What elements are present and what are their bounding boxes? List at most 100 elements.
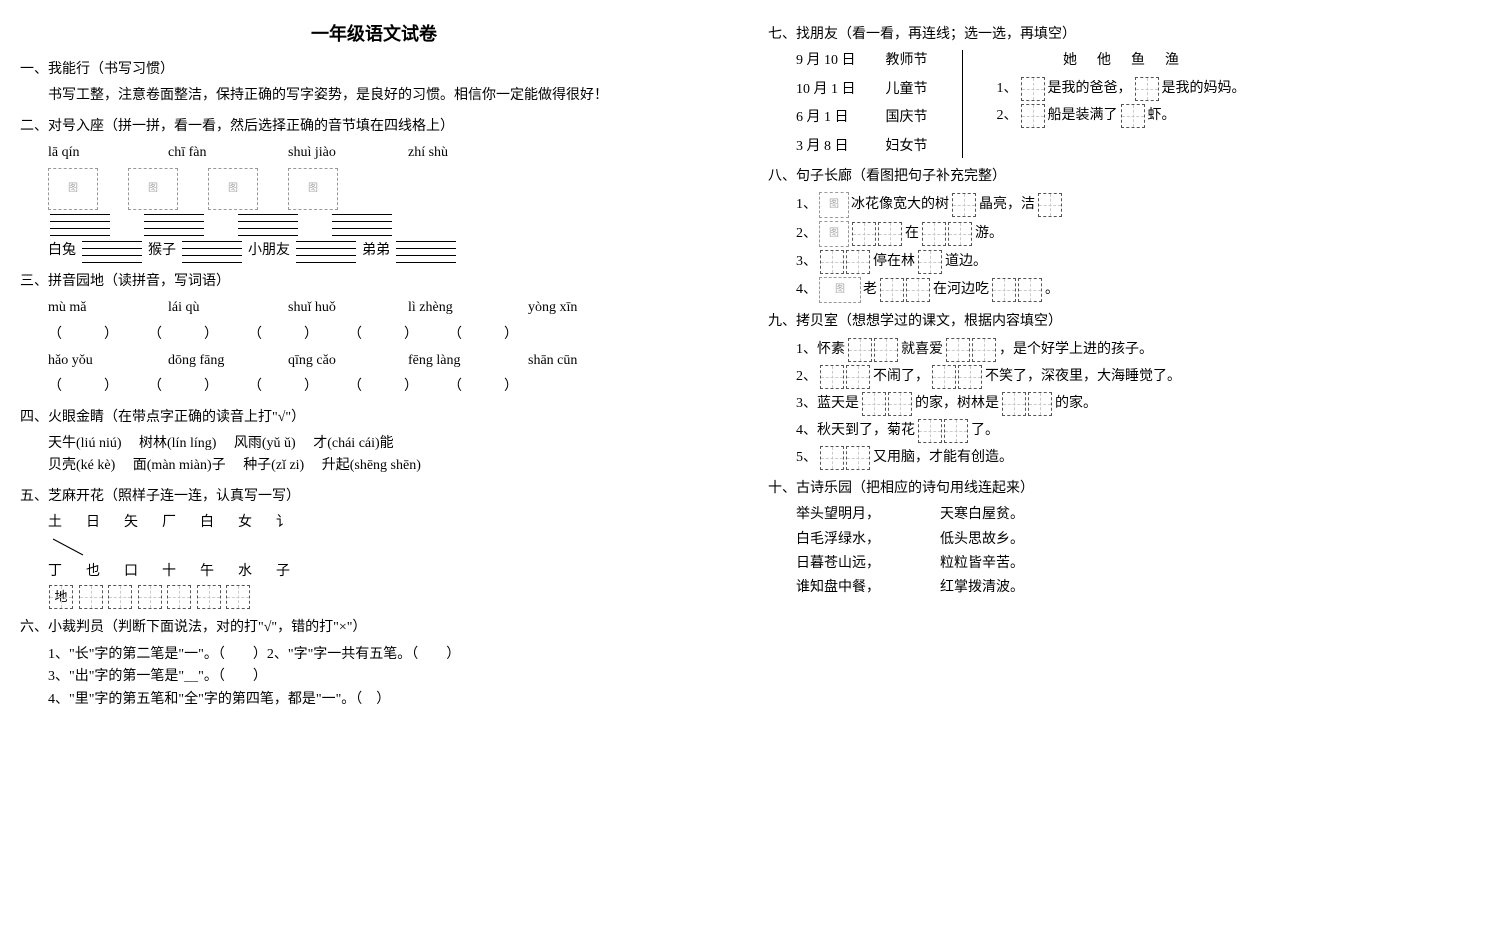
blank-boxes <box>1120 104 1146 128</box>
char: 讠 <box>276 512 290 534</box>
pinyin-item: chī fàn <box>168 142 258 164</box>
section-3-row2-blanks: （ ） （ ） （ ） （ ） （ ） <box>20 376 728 398</box>
char: 女 <box>238 512 252 534</box>
section-5-head: 五、芝麻开花（照样子连一连，认真写一写） <box>20 486 728 508</box>
poem-left: 谁知盘中餐， <box>796 577 880 599</box>
section-8-q4: 4、 图 老 在河边吃 。 <box>768 277 1476 303</box>
section-4: 四、火眼金睛（在带点字正确的读音上打"√"） 天牛(liú niú) 树林(lí… <box>20 407 728 478</box>
q-text: ，是个好学上进的孩子。 <box>999 339 1153 361</box>
blank-boxes <box>1037 193 1063 217</box>
label: 弟弟 <box>362 240 390 262</box>
section-8-q2: 2、 图 在 游。 <box>768 221 1476 247</box>
char: 水 <box>238 561 252 583</box>
date-item: 3 月 8 日 <box>796 136 856 158</box>
section-6: 六、小裁判员（判断下面说法，对的打"√"，错的打"×"） 1、"长"字的第二笔是… <box>20 617 728 711</box>
pinyin-item: lā qín <box>48 142 138 164</box>
dash-box-blank <box>79 585 103 609</box>
paren-blank: （ ） <box>48 324 118 346</box>
dash-box-blank <box>226 585 250 609</box>
section-9-head: 九、拷贝室（想想学过的课文，根据内容填空） <box>768 311 1476 333</box>
section-8: 八、句子长廊（看图把句子补充完整） 1、 图 冰花像宽大的树 晶亮，洁 2、 图… <box>768 166 1476 303</box>
pinyin-item: zhí shù <box>408 142 498 164</box>
section-6-head: 六、小裁判员（判断下面说法，对的打"√"，错的打"×"） <box>20 617 728 639</box>
q-text: 虾。 <box>1148 105 1176 127</box>
pinyin-item: shuǐ huǒ <box>288 297 378 319</box>
q-text: 4、秋天到了，菊花 <box>796 420 915 442</box>
section-4-line1: 天牛(liú niú) 树林(lín líng) 风雨(yǔ ǔ) 才(chái… <box>20 433 728 455</box>
section-4-line2: 贝壳(ké kè) 面(màn miàn)子 种子(zǐ zi) 升起(shēn… <box>20 455 728 477</box>
q-text: 3、 <box>796 251 817 273</box>
q-text: 2、 <box>796 223 817 245</box>
blank-boxes <box>861 392 913 416</box>
q-text: 就喜爱 <box>901 339 943 361</box>
dash-box-blank <box>108 585 132 609</box>
label: 小朋友 <box>248 240 290 262</box>
section-2-fourline-top <box>20 214 728 236</box>
section-3-head: 三、拼音园地（读拼音，写词语） <box>20 271 728 293</box>
section-8-q3: 3、 停在林 道边。 <box>768 250 1476 274</box>
q-text: 又用脑，才能有创造。 <box>873 447 1013 469</box>
right-column: 七、找朋友（看一看，再连线；选一选，再填空） 9 月 10 日 10 月 1 日… <box>768 20 1476 719</box>
q-text: 船是装满了 <box>1048 105 1118 127</box>
pinyin-item: dōng fāng <box>168 350 258 372</box>
section-3: 三、拼音园地（读拼音，写词语） mù mǎ lái qù shuǐ huǒ lì… <box>20 271 728 399</box>
image-placeholder: 图 <box>208 168 258 210</box>
q-text: 道边。 <box>945 251 987 273</box>
four-line-blank <box>82 241 142 263</box>
four-line-blank <box>238 214 298 236</box>
blank-boxes <box>917 419 969 443</box>
dash-box-blank <box>197 585 221 609</box>
poem-left: 日暮苍山远， <box>796 553 880 575</box>
section-2-head: 二、对号入座（拼一拼，看一看，然后选择正确的音节填在四线格上） <box>20 116 728 138</box>
paren-blank: （ ） <box>448 324 518 346</box>
section-2: 二、对号入座（拼一拼，看一看，然后选择正确的音节填在四线格上） lā qín c… <box>20 116 728 263</box>
poem-row: 日暮苍山远， 粒粒皆辛苦。 <box>768 553 1476 575</box>
char: 口 <box>124 561 138 583</box>
pinyin-item: shān cūn <box>528 350 618 372</box>
paren-blank: （ ） <box>48 376 118 398</box>
blank-boxes <box>951 193 977 217</box>
blank-boxes <box>819 365 871 389</box>
blank-boxes <box>921 222 973 246</box>
poem-row: 白毛浮绿水， 低头思故乡。 <box>768 529 1476 551</box>
blank-boxes <box>1001 392 1053 416</box>
section-10-head: 十、古诗乐园（把相应的诗句用线连起来） <box>768 478 1476 500</box>
fill-opt: 鱼 <box>1131 50 1145 72</box>
image-placeholder: 图 <box>48 168 98 210</box>
section-9: 九、拷贝室（想想学过的课文，根据内容填空） 1、怀素 就喜爱 ，是个好学上进的孩… <box>768 311 1476 469</box>
char: 十 <box>162 561 176 583</box>
fill-opt: 他 <box>1097 50 1111 72</box>
section-8-q1: 1、 图 冰花像宽大的树 晶亮，洁 <box>768 192 1476 218</box>
section-7-q2: 2、 船是装满了 虾。 <box>997 104 1246 128</box>
festival-item: 国庆节 <box>886 107 928 129</box>
q-text: 是我的爸爸， <box>1048 78 1132 100</box>
section-10: 十、古诗乐园（把相应的诗句用线连起来） 举头望明月， 天寒白屋贫。 白毛浮绿水，… <box>768 478 1476 600</box>
blank-boxes <box>1134 77 1160 101</box>
date-item: 6 月 1 日 <box>796 107 856 129</box>
q-text: 停在林 <box>873 251 915 273</box>
blank-boxes <box>945 338 997 362</box>
blank-boxes <box>931 365 983 389</box>
char: 丁 <box>48 561 62 583</box>
section-7-body: 9 月 10 日 10 月 1 日 6 月 1 日 3 月 8 日 教师节 儿童… <box>768 50 1476 158</box>
section-8-head: 八、句子长廊（看图把句子补充完整） <box>768 166 1476 188</box>
pinyin-item: lái qù <box>168 297 258 319</box>
date-item: 10 月 1 日 <box>796 79 856 101</box>
q-text: 冰花像宽大的树 <box>851 194 949 216</box>
q-text: 4、 <box>796 279 817 301</box>
paren-blank: （ ） <box>248 376 318 398</box>
section-3-row1-blanks: （ ） （ ） （ ） （ ） （ ） <box>20 324 728 346</box>
paren-blank: （ ） <box>148 324 218 346</box>
pinyin-item: qīng cǎo <box>288 350 378 372</box>
poem-right: 红掌拨清波。 <box>940 577 1024 599</box>
blank-boxes <box>847 338 899 362</box>
blank-boxes <box>819 250 871 274</box>
four-line-blank <box>50 214 110 236</box>
section-9-q2: 2、 不闹了， 不笑了，深夜里，大海睡觉了。 <box>768 365 1476 389</box>
pinyin-item: hǎo yǒu <box>48 350 138 372</box>
four-line-blank <box>182 241 242 263</box>
poem-row: 举头望明月， 天寒白屋贫。 <box>768 504 1476 526</box>
section-9-q4: 4、秋天到了，菊花 了。 <box>768 419 1476 443</box>
q-text: 2、 <box>796 366 817 388</box>
blank-boxes <box>851 222 903 246</box>
